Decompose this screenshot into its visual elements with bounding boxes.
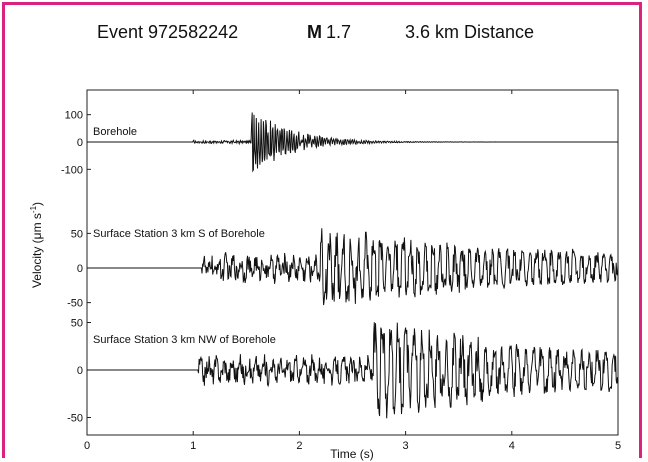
y-axis-label-sup: -1 xyxy=(29,205,38,213)
chart-title-distance: 3.6 km Distance xyxy=(405,22,534,42)
chart-title-magnitude-symbol: M xyxy=(307,22,322,42)
panel-3-y-tick-label-0: 50 xyxy=(71,318,83,330)
x-tick-label-2: 2 xyxy=(296,440,302,452)
chart-title-event: Event 972582242 xyxy=(97,22,238,42)
x-tick-label-1: 1 xyxy=(190,440,196,452)
panel-1-y-tick-label-1: 0 xyxy=(77,137,83,149)
panels: 100 0 -100 Borehole 50 0 -50 Surface Station 3 … xyxy=(61,110,619,425)
panel-2: 50 0 -50 Surface Station 3 km S of Borehole xyxy=(67,228,619,310)
panel-2-y-tick-label-0: 50 xyxy=(71,228,83,240)
x-tick-label-4: 4 xyxy=(509,440,515,452)
x-axis-label: Time (s) xyxy=(330,447,374,461)
panel-1-y-tick-label-2: -100 xyxy=(61,164,83,176)
x-tick-label-3: 3 xyxy=(403,440,409,452)
x-tick-label-5: 5 xyxy=(615,440,621,452)
panel-1-label: Borehole xyxy=(93,126,137,138)
chart-title-magnitude-value: 1.7 xyxy=(326,22,351,42)
panel-3-y-tick-label-1: 0 xyxy=(77,365,83,377)
panel-2-y-tick-label-2: -50 xyxy=(67,298,83,310)
panel-3: 50 0 -50 Surface Station 3 km NW of Borehol… xyxy=(67,318,619,425)
panel-3-label: Surface Station 3 km NW of Borehole xyxy=(93,334,276,346)
plot-area xyxy=(86,89,619,436)
panel-2-trace xyxy=(87,228,619,306)
panel-1-y-tick-label-0: 100 xyxy=(65,110,83,122)
panel-2-label: Surface Station 3 km S of Borehole xyxy=(93,228,265,240)
y-axis-label-text: Velocity (μm s xyxy=(30,213,44,288)
y-axis-label: Velocity (μm s-1) xyxy=(29,202,44,288)
panel-1: 100 0 -100 Borehole xyxy=(61,110,618,176)
x-tick-label-0: 0 xyxy=(84,440,90,452)
panel-3-trace xyxy=(87,322,619,419)
y-axis-label-close: ) xyxy=(30,202,44,206)
panel-1-trace xyxy=(87,112,618,173)
panel-3-y-tick-label-2: -50 xyxy=(67,413,83,425)
x-axis: 0 1 2 3 4 5 xyxy=(84,90,621,452)
panel-2-y-tick-label-1: 0 xyxy=(77,263,83,275)
